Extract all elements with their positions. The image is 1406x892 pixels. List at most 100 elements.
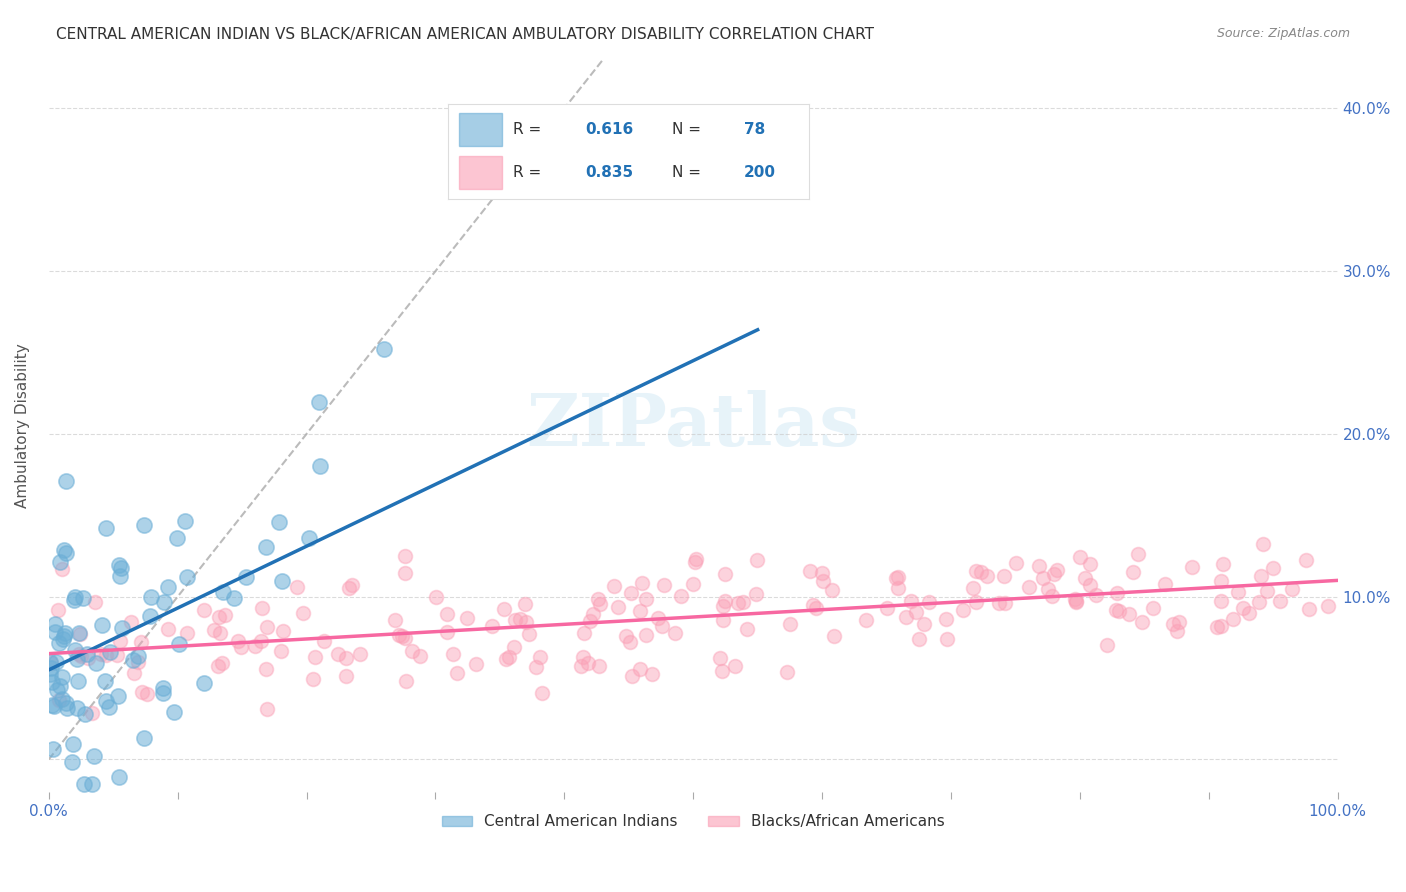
Blacks/African Americans	[270, 644, 292, 658]
Central American Indians	[62, 737, 84, 751]
Blacks/African Americans	[110, 633, 132, 648]
Blacks/African Americans	[606, 599, 628, 614]
Central American Indians	[45, 683, 67, 698]
Central American Indians	[52, 632, 75, 646]
Blacks/African Americans	[1212, 558, 1234, 572]
Blacks/African Americans	[970, 565, 993, 579]
Blacks/African Americans	[711, 664, 734, 678]
Central American Indians	[298, 531, 321, 545]
Blacks/African Americans	[443, 647, 465, 661]
Blacks/African Americans	[671, 589, 693, 603]
Blacks/African Americans	[907, 632, 929, 646]
Central American Indians	[53, 629, 76, 643]
Blacks/African Americans	[1270, 594, 1292, 608]
Blacks/African Americans	[935, 632, 957, 647]
Blacks/African Americans	[1166, 624, 1188, 638]
Central American Indians	[51, 670, 73, 684]
Blacks/African Americans	[530, 686, 553, 700]
Blacks/African Americans	[401, 643, 423, 657]
Blacks/African Americans	[824, 629, 846, 643]
Blacks/African Americans	[731, 595, 754, 609]
Central American Indians	[55, 696, 77, 710]
Blacks/African Americans	[120, 615, 142, 629]
Central American Indians	[41, 675, 63, 690]
Blacks/African Americans	[495, 652, 517, 666]
Blacks/African Americans	[727, 596, 749, 610]
Central American Indians	[49, 679, 72, 693]
Central American Indians	[270, 574, 292, 588]
Blacks/African Americans	[202, 623, 225, 637]
Blacks/African Americans	[811, 566, 834, 581]
Blacks/African Americans	[634, 628, 657, 642]
Central American Indians	[55, 475, 77, 489]
Blacks/African Americans	[425, 591, 447, 605]
Blacks/African Americans	[207, 658, 229, 673]
Blacks/African Americans	[304, 650, 326, 665]
Blacks/African Americans	[904, 605, 927, 619]
Blacks/African Americans	[1251, 537, 1274, 551]
Blacks/African Americans	[993, 569, 1015, 583]
Blacks/African Americans	[1043, 567, 1066, 582]
Blacks/African Americans	[711, 613, 734, 627]
Central American Indians	[111, 621, 134, 635]
Central American Indians	[254, 540, 277, 554]
Blacks/African Americans	[513, 597, 536, 611]
Blacks/African Americans	[1085, 588, 1108, 602]
Central American Indians	[83, 748, 105, 763]
Blacks/African Americans	[1130, 615, 1153, 629]
Central American Indians	[42, 699, 65, 714]
Blacks/African Americans	[614, 629, 637, 643]
Blacks/African Americans	[335, 668, 357, 682]
Blacks/African Americans	[935, 612, 957, 626]
Blacks/African Americans	[1226, 585, 1249, 599]
Blacks/African Americans	[517, 627, 540, 641]
Blacks/African Americans	[340, 578, 363, 592]
Blacks/African Americans	[811, 574, 834, 589]
Blacks/African Americans	[1295, 553, 1317, 567]
Central American Indians	[308, 395, 330, 409]
Central American Indians	[41, 661, 63, 675]
Central American Indians	[169, 637, 191, 651]
Central American Indians	[60, 756, 83, 770]
Blacks/African Americans	[1005, 556, 1028, 570]
Legend: Central American Indians, Blacks/African Americans: Central American Indians, Blacks/African…	[436, 808, 950, 836]
Blacks/African Americans	[887, 581, 910, 595]
Central American Indians	[53, 542, 76, 557]
Central American Indians	[55, 546, 77, 560]
Blacks/African Americans	[498, 649, 520, 664]
Central American Indians	[93, 674, 115, 689]
Blacks/African Americans	[1250, 568, 1272, 582]
Central American Indians	[108, 770, 131, 784]
Blacks/African Americans	[1317, 599, 1340, 614]
Central American Indians	[108, 569, 131, 583]
Blacks/African Americans	[776, 665, 799, 679]
Central American Indians	[138, 609, 160, 624]
Blacks/African Americans	[709, 650, 731, 665]
Blacks/African Americans	[256, 620, 278, 634]
Blacks/African Americans	[640, 666, 662, 681]
Central American Indians	[176, 570, 198, 584]
Blacks/African Americans	[628, 604, 651, 618]
Central American Indians	[66, 674, 89, 689]
Blacks/African Americans	[664, 626, 686, 640]
Blacks/African Americans	[231, 640, 253, 654]
Blacks/African Americans	[652, 578, 675, 592]
Blacks/African Americans	[887, 570, 910, 584]
Central American Indians	[121, 653, 143, 667]
Central American Indians	[48, 636, 70, 650]
Blacks/African Americans	[735, 622, 758, 636]
Blacks/African Americans	[1237, 606, 1260, 620]
Blacks/African Americans	[211, 656, 233, 670]
Blacks/African Americans	[1232, 601, 1254, 615]
Central American Indians	[73, 777, 96, 791]
Blacks/African Americans	[683, 556, 706, 570]
Blacks/African Americans	[1222, 612, 1244, 626]
Blacks/African Americans	[388, 628, 411, 642]
Blacks/African Americans	[1069, 550, 1091, 565]
Blacks/African Americans	[122, 665, 145, 680]
Blacks/African Americans	[651, 618, 673, 632]
Blacks/African Americans	[67, 647, 90, 661]
Central American Indians	[44, 617, 66, 632]
Central American Indians	[107, 689, 129, 703]
Blacks/African Americans	[481, 618, 503, 632]
